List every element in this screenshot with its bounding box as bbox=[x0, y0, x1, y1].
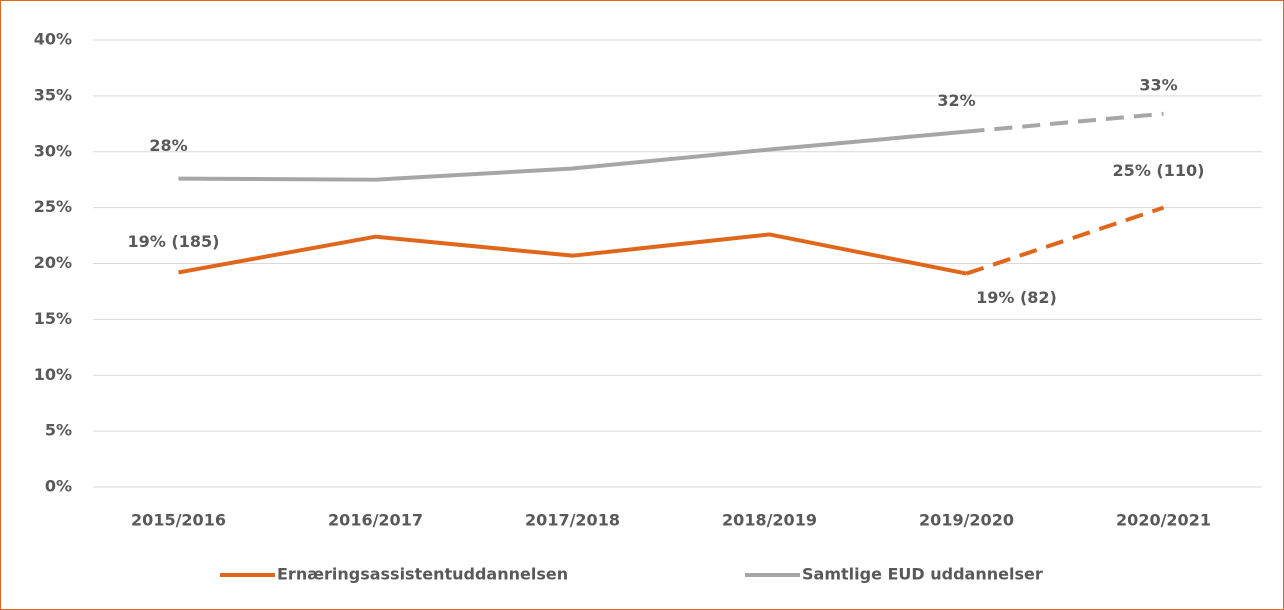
y-tick-label: 30% bbox=[34, 141, 72, 160]
data-label: 28% bbox=[149, 136, 187, 155]
x-tick-label: 2018/2019 bbox=[722, 511, 817, 530]
x-tick-label: 2015/2016 bbox=[131, 511, 226, 530]
y-tick-label: 5% bbox=[45, 421, 72, 440]
y-tick-label: 40% bbox=[34, 30, 72, 49]
data-label: 25% (110) bbox=[1113, 161, 1205, 180]
x-tick-label: 2020/2021 bbox=[1116, 511, 1211, 530]
y-tick-label: 10% bbox=[34, 365, 72, 384]
data-label: 32% bbox=[937, 91, 975, 110]
data-label: 19% (185) bbox=[128, 232, 220, 251]
y-tick-label: 35% bbox=[34, 85, 72, 104]
data-label: 19% (82) bbox=[976, 288, 1057, 307]
series-line-dashed bbox=[966, 111, 1164, 134]
data-label: 33% bbox=[1139, 75, 1177, 94]
x-tick-label: 2016/2017 bbox=[328, 511, 423, 530]
series-line bbox=[178, 129, 967, 182]
y-tick-label: 15% bbox=[34, 309, 72, 328]
y-tick-label: 25% bbox=[34, 197, 72, 216]
y-tick-label: 20% bbox=[34, 253, 72, 272]
series-line bbox=[178, 232, 967, 276]
legend-label: Samtlige EUD uddannelser bbox=[802, 565, 1043, 584]
x-tick-label: 2019/2020 bbox=[919, 511, 1014, 530]
x-tick-label: 2017/2018 bbox=[525, 511, 620, 530]
legend-label: Ernæringsassistentuddannelsen bbox=[277, 565, 568, 584]
series-line-dashed bbox=[965, 205, 1165, 276]
y-tick-label: 0% bbox=[45, 477, 72, 496]
